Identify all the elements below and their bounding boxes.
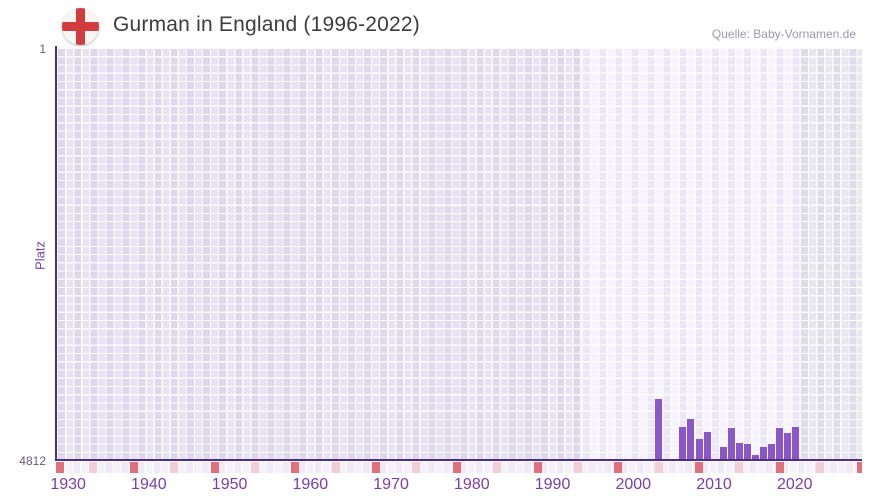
x-tick-label-1960: 1960 [292, 476, 329, 493]
half-decade-marker-2015 [735, 462, 744, 473]
decade-marker-2020 [775, 462, 784, 473]
decade-marker-1980 [452, 462, 461, 473]
x-tick-label-2010: 2010 [696, 476, 732, 493]
rank-bar-2018[interactable] [760, 447, 768, 460]
england-flag-icon [62, 8, 99, 45]
rank-bar-2019[interactable] [768, 443, 776, 460]
decade-marker-2010 [695, 462, 704, 473]
rank-bar-2014[interactable] [727, 428, 735, 460]
y-axis-tick-bottom: 4812 [19, 454, 46, 468]
half-decade-marker-1945 [170, 462, 179, 473]
x-tick-label-1940: 1940 [131, 476, 167, 493]
x-tick-label-2000: 2000 [615, 476, 652, 493]
rank-bar-2011[interactable] [703, 431, 711, 460]
x-axis-line [55, 459, 862, 461]
half-decade-marker-1995 [573, 462, 582, 473]
rank-bar-2008[interactable] [679, 426, 687, 460]
plot-area [57, 48, 862, 460]
background-zone-pre-data [57, 48, 582, 460]
rank-bar-2021[interactable] [784, 432, 792, 460]
rank-bar-2017[interactable] [752, 455, 760, 460]
half-decade-marker-1955 [250, 462, 259, 473]
x-tick-label-1990: 1990 [534, 476, 571, 493]
decade-marker-2000 [614, 462, 623, 473]
decade-marker-2030 [856, 462, 862, 473]
decade-marker-1960 [291, 462, 300, 473]
half-decade-marker-1975 [412, 462, 421, 473]
rank-bar-2022[interactable] [792, 426, 800, 460]
half-decade-marker-1935 [89, 462, 98, 473]
decade-marker-1950 [210, 462, 219, 473]
rank-bar-2005[interactable] [655, 399, 663, 460]
half-decade-marker-2025 [816, 462, 825, 473]
x-axis-tick-labels: 1930 1940 1950 1960 1970 1980 1990 2000 2010 2020 [0, 476, 873, 498]
rank-bar-2010[interactable] [695, 438, 703, 460]
background-zone-post-data [800, 48, 862, 460]
decade-marker-1930 [56, 462, 64, 473]
x-tick-label-1970: 1970 [373, 476, 409, 493]
y-axis-tick-top: 1 [39, 42, 46, 56]
half-decade-marker-2005 [654, 462, 663, 473]
timeline-marker-strip [56, 462, 862, 473]
y-axis-line [55, 46, 57, 461]
decade-marker-1940 [129, 462, 138, 473]
x-tick-label-1930: 1930 [50, 476, 86, 493]
rank-bar-2015[interactable] [735, 442, 743, 460]
x-tick-label-2020: 2020 [776, 476, 813, 493]
flag-cross-horizontal [62, 22, 99, 31]
half-decade-marker-1965 [331, 462, 340, 473]
rank-bar-2013[interactable] [719, 447, 727, 460]
source-credit: Quelle: Baby-Vornamen.de [711, 27, 856, 41]
background-zone-data-period [582, 48, 800, 460]
decade-marker-1970 [372, 462, 381, 473]
rank-bar-2016[interactable] [743, 444, 751, 460]
decade-marker-1990 [533, 462, 542, 473]
x-tick-label-1950: 1950 [211, 476, 248, 493]
rank-bar-2020[interactable] [776, 427, 784, 460]
y-axis-label: Platz [32, 241, 48, 270]
rank-bar-2009[interactable] [687, 418, 695, 460]
page-title: Gurman in England (1996-2022) [113, 13, 420, 36]
half-decade-marker-1985 [493, 462, 502, 473]
x-tick-label-1980: 1980 [454, 476, 490, 493]
